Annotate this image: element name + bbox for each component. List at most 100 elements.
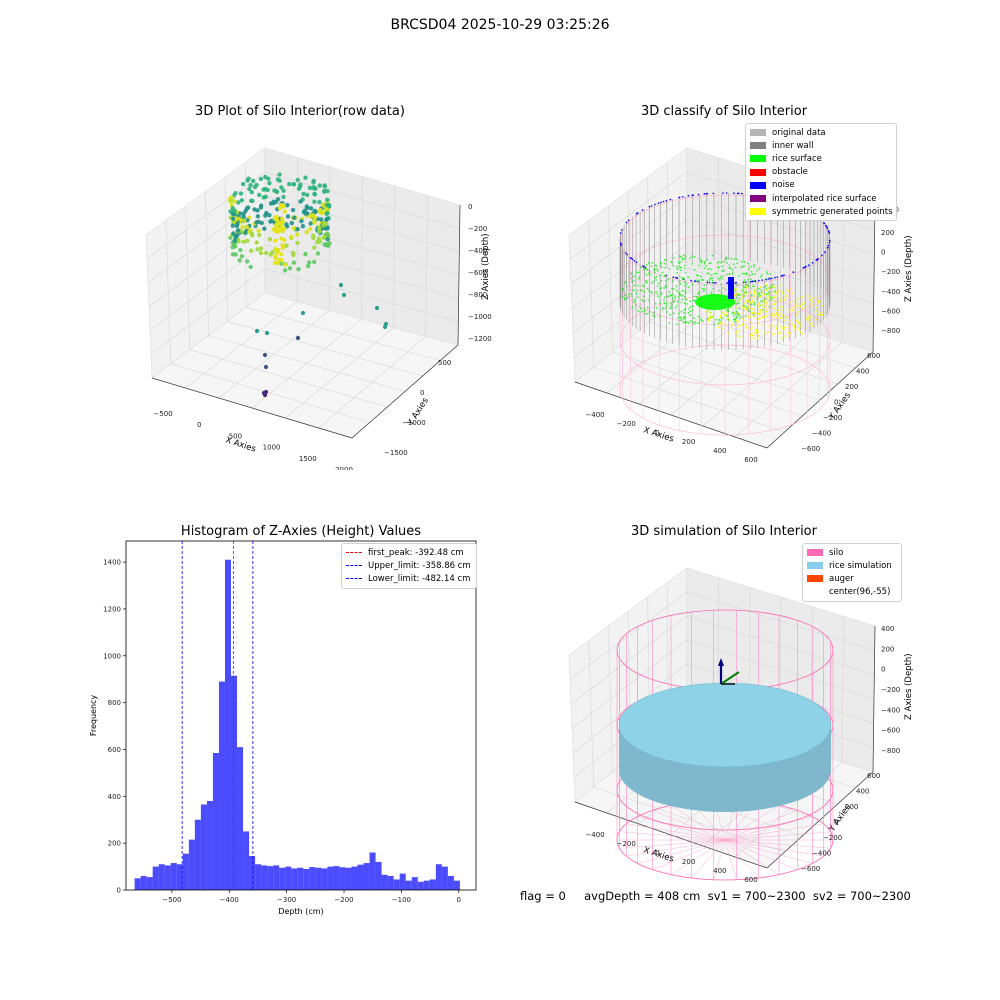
- rice-surface-point: [750, 303, 753, 306]
- noise-point: [703, 193, 706, 195]
- symmetric-point: [787, 290, 790, 293]
- rice-surface-point: [635, 292, 638, 295]
- raw-data-point: [232, 199, 237, 204]
- symmetric-point: [788, 331, 790, 334]
- tick-label: −1200: [468, 335, 492, 343]
- rice-surface-point: [673, 257, 675, 259]
- histogram-bar: [321, 868, 328, 890]
- symmetric-point: [779, 317, 782, 320]
- symmetric-point: [816, 310, 818, 312]
- rice-surface-point: [769, 273, 772, 275]
- raw-data-point: [251, 178, 256, 184]
- symmetric-point: [780, 284, 782, 287]
- rice-surface-point: [640, 266, 643, 269]
- rice-surface-point: [697, 292, 700, 295]
- noise-point: [705, 192, 707, 195]
- symmetric-point: [778, 312, 781, 315]
- raw-data-point: [241, 239, 246, 244]
- rice-surface-point: [650, 265, 653, 268]
- tick-label: −200: [881, 268, 900, 276]
- symmetric-point: [784, 296, 787, 298]
- symmetric-point: [745, 325, 747, 328]
- noise-point: [619, 232, 622, 234]
- tick-label: −800: [881, 747, 900, 755]
- rice-surface-point: [687, 311, 690, 314]
- noise-point: [687, 195, 690, 197]
- noise-point: [635, 261, 638, 264]
- symmetric-point: [751, 312, 754, 315]
- silo-floor-spoke: [724, 839, 798, 870]
- rice-surface-point: [641, 310, 644, 313]
- raw-data-point: [274, 222, 279, 227]
- histogram-bar: [345, 867, 352, 890]
- raw-data-point: [268, 219, 273, 224]
- silo-floor-spoke: [724, 839, 824, 857]
- rice-surface-point: [728, 264, 731, 266]
- raw-data-point: [254, 240, 259, 245]
- rice-surface-point: [699, 318, 702, 321]
- rice-surface-point: [768, 276, 771, 279]
- raw-data-point: [374, 305, 380, 311]
- noise-point: [823, 251, 826, 253]
- rice-surface-point: [655, 275, 658, 278]
- rice-surface-point: [670, 304, 673, 306]
- y-tick-label: 600: [108, 746, 121, 754]
- symmetric-point: [751, 299, 754, 302]
- rice-surface-point: [683, 317, 686, 320]
- symmetric-point: [762, 316, 764, 319]
- raw-data-point: [282, 238, 287, 243]
- rice-surface-point: [674, 297, 677, 299]
- symmetric-point: [751, 325, 753, 328]
- tick-label: 200: [881, 229, 894, 237]
- rice-surface-point: [718, 289, 721, 292]
- rice-surface-point: [707, 272, 710, 275]
- rice-surface-point: [683, 267, 686, 269]
- symmetric-point: [722, 327, 724, 330]
- raw-data-point: [273, 238, 278, 243]
- legend-entry: first_peak: -392.48 cm: [346, 546, 472, 559]
- rice-surface-point: [663, 287, 665, 289]
- legend-swatch: [750, 142, 766, 150]
- rice-surface-point: [637, 284, 639, 287]
- rice-surface-point: [688, 307, 690, 310]
- rice-surface-point: [683, 302, 686, 305]
- symmetric-point: [799, 331, 802, 333]
- raw-data-point: [298, 182, 303, 187]
- x-tick-label: −500: [162, 896, 181, 904]
- rice-surface-point: [663, 262, 666, 265]
- rice-surface-point: [715, 318, 718, 321]
- histogram-bar: [206, 800, 213, 890]
- silo-floor-spoke: [713, 839, 726, 880]
- symmetric-point: [724, 323, 727, 325]
- rice-surface-point: [710, 273, 713, 276]
- raw-data-point: [244, 224, 249, 230]
- raw-data-point: [245, 259, 250, 264]
- rice-surface-point: [659, 287, 662, 289]
- tick-label: −1000: [468, 313, 492, 321]
- raw-data-point: [244, 206, 250, 211]
- symmetric-point: [710, 312, 712, 315]
- raw-data-point: [274, 256, 278, 261]
- rice-surface-point: [765, 271, 768, 273]
- symmetric-point: [800, 305, 802, 308]
- noise-point: [807, 264, 810, 266]
- rice-surface-point: [742, 285, 745, 288]
- rice-surface-point: [636, 289, 639, 292]
- y-tick-label: 0: [117, 887, 121, 895]
- noise-point: [823, 222, 825, 224]
- symmetric-point: [772, 300, 775, 302]
- legend-label: rice surface: [772, 153, 822, 164]
- rice-surface-point: [727, 308, 729, 311]
- rice-surface-point: [671, 293, 674, 296]
- rice-surface-point: [710, 268, 712, 271]
- raw-data-point: [262, 226, 267, 231]
- rice-surface-point: [748, 268, 750, 271]
- histogram-bar: [363, 863, 370, 890]
- raw-data-point: [271, 199, 276, 204]
- rice-surface-point: [713, 323, 716, 326]
- symmetric-point: [737, 325, 740, 328]
- raw-data-point: [238, 191, 244, 196]
- raw-data-point: [312, 259, 317, 265]
- symmetric-point: [764, 316, 767, 318]
- rice-surface-point: [709, 277, 712, 279]
